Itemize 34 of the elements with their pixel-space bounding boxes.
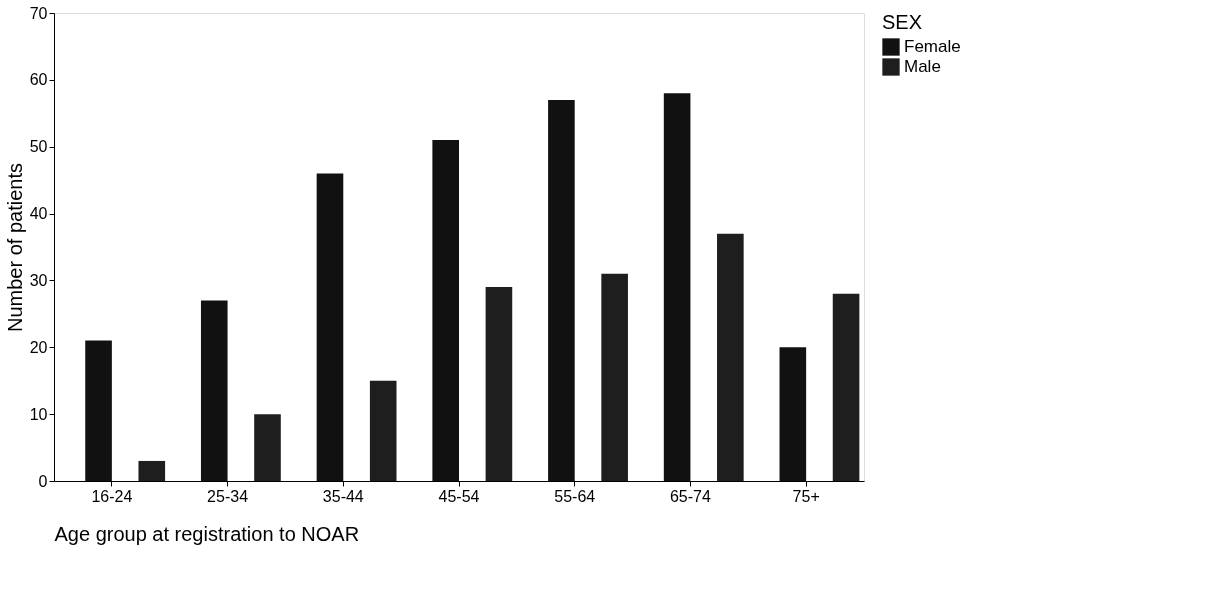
x-tick-label: 55-64 xyxy=(554,487,596,505)
legend-title: SEX xyxy=(882,11,923,33)
bar xyxy=(832,293,860,481)
y-tick-label: 60 xyxy=(29,71,48,89)
bar xyxy=(432,140,459,481)
bar xyxy=(485,287,513,481)
x-tick-label: 35-44 xyxy=(322,487,364,505)
y-tick-label: 0 xyxy=(38,472,48,490)
y-tick-label: 70 xyxy=(29,4,48,22)
x-axis-title: Age group at registration to NOAR xyxy=(54,522,360,545)
x-tick-label: 65-74 xyxy=(669,487,711,505)
bar xyxy=(85,340,112,481)
bar xyxy=(601,273,628,481)
bar xyxy=(779,347,807,481)
x-tick-label: 25-34 xyxy=(207,487,249,505)
bar xyxy=(254,414,281,481)
bar xyxy=(717,233,744,481)
x-tick-label: 45-54 xyxy=(438,487,480,505)
bar xyxy=(316,173,344,481)
y-tick-label: 10 xyxy=(29,405,48,423)
y-tick-label: 30 xyxy=(29,271,48,289)
y-tick-label: 40 xyxy=(29,205,48,223)
legend-label: Female xyxy=(904,37,961,56)
x-tick-label: 75+ xyxy=(792,487,820,505)
legend-label: Male xyxy=(904,57,941,76)
y-axis-title: Number of patients xyxy=(3,163,26,332)
bar xyxy=(548,99,575,481)
bar xyxy=(138,460,166,481)
bar xyxy=(200,300,228,481)
y-tick-label: 20 xyxy=(29,338,48,356)
y-tick-label: 50 xyxy=(29,138,48,156)
x-tick-label: 16-24 xyxy=(91,487,133,505)
bar xyxy=(369,380,397,481)
bar xyxy=(663,93,691,481)
